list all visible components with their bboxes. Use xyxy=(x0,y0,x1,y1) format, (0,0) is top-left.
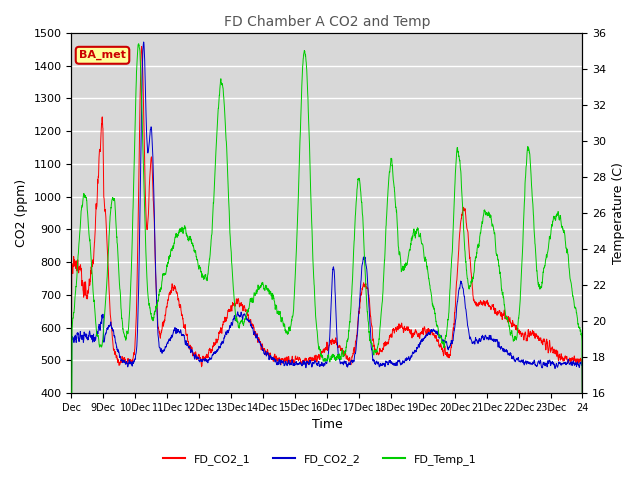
X-axis label: Time: Time xyxy=(312,419,342,432)
Y-axis label: Temperature (C): Temperature (C) xyxy=(612,162,625,264)
Y-axis label: CO2 (ppm): CO2 (ppm) xyxy=(15,179,28,247)
Title: FD Chamber A CO2 and Temp: FD Chamber A CO2 and Temp xyxy=(224,15,430,29)
Legend: FD_CO2_1, FD_CO2_2, FD_Temp_1: FD_CO2_1, FD_CO2_2, FD_Temp_1 xyxy=(159,450,481,469)
Text: BA_met: BA_met xyxy=(79,50,126,60)
